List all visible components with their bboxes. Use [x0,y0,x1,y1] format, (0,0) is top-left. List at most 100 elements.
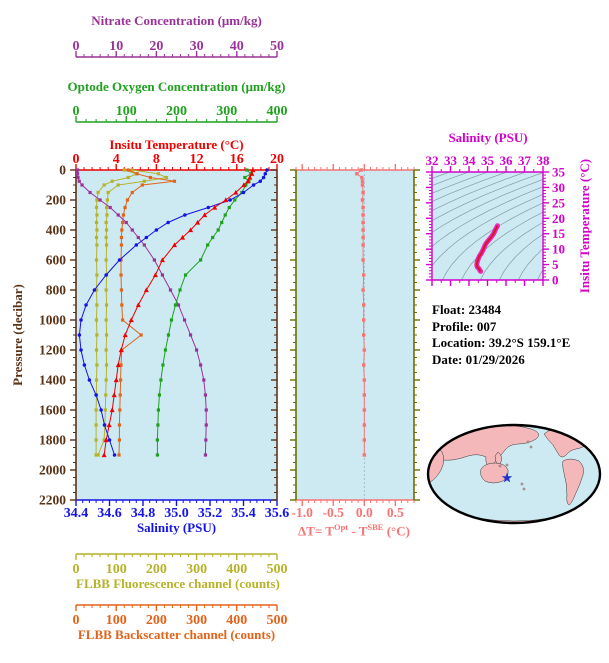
svg-text:34.8: 34.8 [131,506,156,521]
delta-t-plot-area [296,170,414,500]
date-line: Date: 01/29/2026 [432,351,525,367]
svg-text:200: 200 [166,104,187,119]
svg-text:4: 4 [113,152,120,167]
delta-t-axis-title: ΔT= TOpt - TSBE (°C) [284,520,424,538]
svg-text:10: 10 [109,39,123,54]
svg-text:2000: 2000 [39,463,66,478]
svg-text:40: 40 [230,39,244,54]
svg-text:50: 50 [270,39,284,54]
delta-t-right-axis [413,169,420,501]
svg-text:34: 34 [463,153,477,168]
svg-text:400: 400 [46,223,67,238]
profile-series [76,167,269,458]
svg-text:800: 800 [46,283,67,298]
nitrate-axis-title: Nitrate Concentration (μm/kg) [91,13,262,28]
svg-text:30: 30 [552,180,565,195]
svg-text:100: 100 [106,562,127,577]
svg-text:34.6: 34.6 [97,506,122,521]
series-nitrate-concentration [76,168,208,457]
svg-text:20: 20 [270,152,284,167]
ts-curve [474,223,500,274]
delta-t-left-axis [290,169,297,501]
svg-text:200: 200 [146,613,167,628]
svg-text:400: 400 [226,613,247,628]
svg-text:38: 38 [537,153,551,168]
svg-text:1200: 1200 [39,343,66,358]
svg-text:0: 0 [73,562,80,577]
svg-text:5: 5 [552,257,559,272]
svg-text:35.4: 35.4 [231,506,256,521]
svg-text:35: 35 [552,165,566,180]
salinity-axis-title: Salinity (PSU) [136,520,217,535]
svg-text:34.4: 34.4 [64,506,89,521]
float-info-block: Float: 23484 Profile: 007 Location: 39.2… [432,302,570,368]
svg-text:400: 400 [226,562,247,577]
svg-text:0: 0 [59,163,66,178]
pressure-axis-right [271,169,278,501]
svg-text:1600: 1600 [39,403,66,418]
svg-text:300: 300 [186,613,207,628]
svg-text:0.0: 0.0 [356,505,373,520]
svg-text:33: 33 [444,153,458,168]
ts-bottom-axis [431,279,544,286]
svg-text:0: 0 [73,39,80,54]
ts-top-axis: 32 33 34 35 36 37 38 [426,153,551,173]
series-insitu-temperature [101,167,256,458]
svg-text:32: 32 [426,153,439,168]
oxygen-axis: 0 100 200 300 400 [73,104,288,123]
svg-text:25: 25 [552,195,566,210]
svg-text:500: 500 [267,562,288,577]
svg-text:100: 100 [106,613,127,628]
svg-text:35: 35 [481,153,495,168]
svg-text:8: 8 [153,152,160,167]
svg-text:200: 200 [46,193,67,208]
ts-salinity-axis-title: Salinity (PSU) [448,130,528,145]
label-part: (°C) [383,523,410,539]
profile-plot-area [76,170,277,500]
oxygen-axis-title: Optode Oxygen Concentration (μm/kg) [67,79,286,94]
pressure-axis: 0 200 400 600 800 1000 1200 1400 1600 1800 2000 220… [39,163,77,508]
svg-text:2200: 2200 [39,493,66,508]
label-part: ΔT= T [298,523,334,539]
svg-text:400: 400 [267,104,288,119]
world-map [426,423,602,525]
backscatter-axis: 0 100 200 300 400 500 [73,604,288,628]
svg-text:30: 30 [190,39,204,54]
nitrate-axis: 0 10 20 30 40 50 [73,39,284,58]
label-part-sup: Opt [333,522,349,532]
svg-text:15: 15 [552,226,566,241]
svg-text:10: 10 [552,242,565,257]
svg-text:16: 16 [230,152,244,167]
delta-t-top-axis [295,164,415,171]
svg-text:36: 36 [500,153,514,168]
ts-temperature-axis-title: Insitu Temperature (°C) [577,158,592,294]
svg-text:35.2: 35.2 [198,506,223,521]
svg-text:35.0: 35.0 [164,506,189,521]
svg-text:1400: 1400 [39,373,66,388]
svg-text:0: 0 [73,613,80,628]
svg-text:600: 600 [46,253,67,268]
backscatter-axis-title: FLBB Backscatter channel (counts) [77,627,276,642]
svg-text:1000: 1000 [39,313,66,328]
temperature-axis-title: Insitu Temperature (°C) [109,137,244,152]
svg-text:12: 12 [190,152,204,167]
ts-plot-area [432,172,543,280]
svg-text:300: 300 [216,104,237,119]
svg-text:0: 0 [73,152,80,167]
temperature-axis: 0 4 8 12 16 20 [73,152,284,171]
float-location-marker [501,472,513,483]
svg-text:-1.0: -1.0 [292,505,314,520]
delta-t-bottom-axis: -1.0 -0.5 0.0 0.5 [292,499,415,520]
float-id-line: Float: 23484 [432,302,501,317]
svg-text:20: 20 [149,39,163,54]
svg-text:100: 100 [116,104,137,119]
label-part-sup: SBE [367,522,384,532]
fluorescence-axis-title: FLBB Fluorescence channel (counts) [76,576,280,591]
series-salinity [77,168,269,457]
label-part: - T [348,523,368,539]
svg-text:200: 200 [146,562,167,577]
svg-text:0: 0 [552,273,559,288]
profile-line: Profile: 007 [432,318,497,334]
